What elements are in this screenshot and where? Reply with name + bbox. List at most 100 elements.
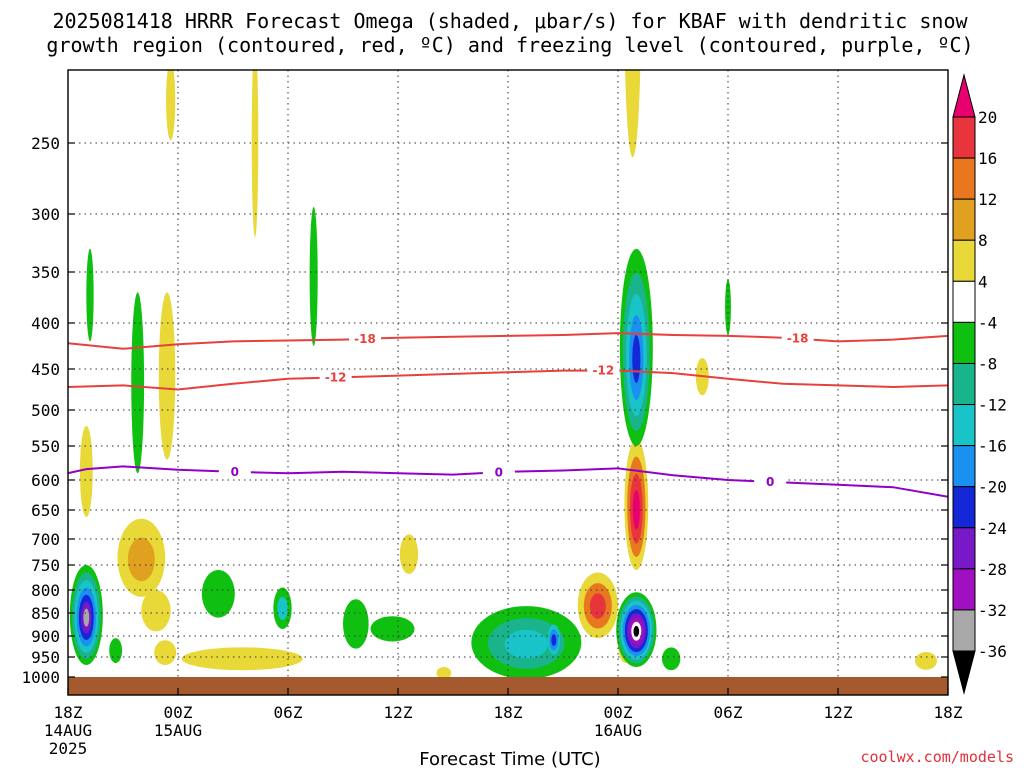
omega-blob-8-level-0 [154, 640, 177, 665]
ytick-label-750: 750 [31, 556, 60, 575]
xtick-label-0: 18Z [54, 703, 83, 722]
xtick-sublabel-0-1: 2025 [49, 739, 88, 758]
omega-blob-11-level-0 [436, 667, 452, 679]
colorbar-swatch-2 [952, 157, 976, 200]
omega-blob-29-level-8 [633, 625, 640, 637]
omega-blob-17-level-0 [131, 292, 145, 474]
contour-label-bg-2-1 [482, 465, 515, 480]
colorbar-label-0: 20 [978, 108, 997, 127]
colorbar-label-5: -4 [978, 313, 997, 332]
contour-line-0 [68, 465, 948, 498]
colorbar-label-11: -28 [978, 560, 1007, 579]
contour-label--18: -18 [354, 332, 376, 346]
contour-label-0: 0 [766, 475, 774, 489]
ytick-label-800: 800 [31, 581, 60, 600]
ytick-label-950: 950 [31, 648, 60, 667]
chart-title-line-2: growth region (contoured, red, ºC) and f… [46, 33, 973, 57]
omega-blob-28-level-4 [632, 334, 641, 383]
ytick-label-300: 300 [31, 205, 60, 224]
omega-blob-6-level-1 [127, 537, 155, 582]
contour-label-bg-0-0 [349, 331, 381, 346]
omega-blob-16-level-0 [86, 248, 94, 342]
omega-blob-18-level-0 [309, 206, 318, 346]
xtick-label-4: 18Z [494, 703, 523, 722]
chart-title-line-1: 2025081418 HRRR Forecast Omega (shaded, … [52, 9, 968, 33]
omega-blob-4-level-0 [79, 425, 93, 517]
x-axis-label: Forecast Time (UTC) [419, 749, 600, 768]
pressure-axis: 250 300 350 400 450 500 550 600 650 700 750 800 850 9… [21, 134, 948, 687]
omega-blob-14-level-3 [632, 490, 640, 530]
colorbar-label-6: -8 [978, 354, 997, 373]
contour-label-bg-2-0 [218, 464, 251, 479]
ytick-label-650: 650 [31, 501, 60, 520]
omega-blob-0-level-0 [166, 70, 176, 141]
omega-blob-7-level-0 [141, 590, 171, 632]
contour-label-0: 0 [495, 465, 503, 479]
ytick-label-850: 850 [31, 604, 60, 623]
xtick-sublabel-0-0: 14AUG [44, 721, 92, 740]
colorbar-label-9: -20 [978, 478, 1007, 497]
colorbar-label-3: 8 [978, 231, 988, 250]
xtick-label-7: 12Z [824, 703, 853, 722]
colorbar-swatch-5 [952, 280, 976, 323]
ytick-label-250: 250 [31, 134, 60, 153]
xtick-label-6: 06Z [714, 703, 743, 722]
ytick-label-600: 600 [31, 471, 60, 490]
omega-blob-9-level-0 [181, 647, 303, 671]
omega-blob-25-level-0 [370, 616, 415, 642]
contour-label--12: -12 [325, 370, 347, 384]
colorbar-swatch-8 [952, 404, 976, 447]
colorbar-swatch-1 [952, 116, 976, 159]
colorbar-label-13: -36 [978, 642, 1007, 661]
ytick-label-700: 700 [31, 530, 60, 549]
ytick-label-550: 550 [31, 437, 60, 456]
xtick-sublabel-1-0: 15AUG [154, 721, 202, 740]
contour-label-bg-2-2 [754, 474, 787, 489]
ytick-label-350: 350 [31, 263, 60, 282]
ytick-label-400: 400 [31, 314, 60, 333]
colorbar-swatch-10 [952, 486, 976, 529]
colorbar-swatch-9 [952, 445, 976, 488]
xtick-sublabel-5-0: 16AUG [594, 721, 642, 740]
colorbar-swatch-4 [952, 239, 976, 282]
colorbar-label-1: 16 [978, 149, 997, 168]
colorbar-label-8: -16 [978, 437, 1007, 456]
ytick-label-900: 900 [31, 627, 60, 646]
colorbar-label-2: 12 [978, 190, 997, 209]
omega-blob-1-level-0 [251, 70, 259, 238]
contour-label-bg-1-1 [587, 363, 620, 378]
xtick-label-2: 06Z [274, 703, 303, 722]
omega-blob-26-level-2 [504, 629, 548, 659]
colorbar-swatch-3 [952, 198, 976, 241]
contour-label-bg-1-0 [319, 370, 352, 385]
xtick-label-8: 18Z [934, 703, 963, 722]
colorbar: 20 16 12 8 4 -4 -8 -12 -16 -20 -24 -28 -32 -36 [952, 73, 1007, 695]
omega-blob-27-level-2 [551, 634, 557, 646]
ytick-label-450: 450 [31, 360, 60, 379]
contour-label-bg-0-1 [781, 331, 814, 346]
colorbar-label-10: -24 [978, 519, 1007, 538]
colorbar-label-4: 4 [978, 272, 988, 291]
credit-text: coolwx.com/models [860, 748, 1014, 766]
contour-layer: -18 -18 -12 -12 0 0 0 [68, 331, 948, 498]
contour-label-0: 0 [231, 465, 239, 479]
colorbar-label-7: -12 [978, 396, 1007, 415]
omega-shading-layer [69, 70, 937, 679]
omega-blob-10-level-0 [399, 534, 419, 574]
grid [68, 70, 948, 677]
omega-blob-2-level-0 [625, 70, 641, 158]
contour-label--12: -12 [592, 364, 614, 378]
contour-label--18: -18 [787, 332, 809, 346]
omega-blob-12-level-2 [589, 593, 606, 619]
omega-blob-22-level-0 [201, 570, 235, 618]
xtick-label-3: 12Z [384, 703, 413, 722]
xtick-label-5: 00Z [604, 703, 633, 722]
colorbar-swatch-11 [952, 527, 976, 570]
contour-line--12 [68, 369, 948, 391]
ytick-label-500: 500 [31, 401, 60, 420]
ytick-label-1000: 1000 [21, 668, 60, 687]
omega-blob-23-level-1 [277, 596, 288, 621]
omega-blob-15-level-0 [915, 651, 937, 670]
